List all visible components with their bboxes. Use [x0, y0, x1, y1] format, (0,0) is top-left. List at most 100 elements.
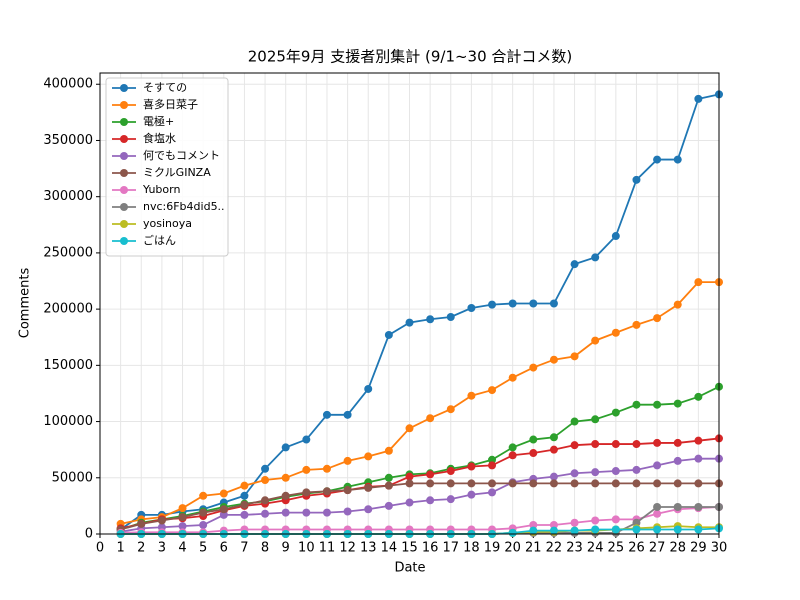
- data-point: [632, 320, 641, 329]
- data-point: [570, 352, 579, 361]
- data-point: [364, 384, 373, 393]
- data-point: [322, 464, 331, 473]
- data-point: [488, 300, 497, 309]
- data-point: [632, 175, 641, 184]
- data-point: [611, 232, 620, 241]
- data-point: [199, 491, 208, 500]
- legend-marker: [120, 220, 128, 228]
- legend-label: Yuborn: [142, 183, 180, 196]
- x-tick-label: 5: [199, 541, 207, 556]
- data-point: [653, 314, 662, 323]
- data-point: [508, 528, 517, 537]
- data-point: [467, 490, 476, 499]
- data-point: [405, 498, 414, 507]
- x-tick-label: 25: [608, 541, 625, 556]
- data-point: [632, 400, 641, 409]
- data-point: [405, 472, 414, 481]
- data-point: [611, 440, 620, 449]
- data-point: [591, 415, 600, 424]
- x-tick-label: 10: [298, 541, 315, 556]
- data-point: [426, 479, 435, 488]
- x-tick-label: 23: [566, 541, 583, 556]
- data-point: [240, 491, 249, 500]
- data-point: [694, 479, 703, 488]
- data-point: [673, 503, 682, 512]
- legend-marker: [120, 237, 128, 245]
- data-point: [384, 481, 393, 490]
- data-point: [364, 452, 373, 461]
- data-point: [302, 435, 311, 444]
- data-point: [632, 518, 641, 527]
- data-point: [591, 516, 600, 525]
- legend-label: 電極+: [143, 114, 174, 128]
- data-point: [240, 481, 249, 490]
- y-tick-label: 50000: [52, 470, 93, 485]
- x-tick-label: 15: [401, 541, 418, 556]
- data-point: [322, 508, 331, 517]
- data-point: [426, 496, 435, 505]
- data-point: [529, 363, 538, 372]
- data-point: [405, 318, 414, 327]
- data-point: [364, 483, 373, 492]
- x-tick-label: 8: [261, 541, 269, 556]
- data-point: [673, 438, 682, 447]
- data-point: [261, 496, 270, 505]
- data-point: [694, 525, 703, 534]
- data-point: [508, 479, 517, 488]
- x-tick-label: 24: [587, 541, 604, 556]
- data-point: [570, 518, 579, 527]
- data-point: [467, 479, 476, 488]
- data-point: [549, 299, 558, 308]
- data-point: [673, 399, 682, 408]
- data-point: [384, 330, 393, 339]
- x-tick-label: 2: [137, 541, 145, 556]
- series-line: [120, 385, 720, 531]
- data-point: [426, 315, 435, 324]
- legend-label: ごはん: [143, 233, 176, 247]
- data-point: [178, 513, 187, 522]
- legend-label: そすての: [143, 81, 187, 94]
- legend-marker: [120, 101, 128, 109]
- data-point: [219, 510, 228, 519]
- data-point: [570, 469, 579, 478]
- data-point: [281, 491, 290, 500]
- data-point: [570, 260, 579, 269]
- data-point: [446, 312, 455, 321]
- data-point: [611, 515, 620, 524]
- data-point: [281, 508, 290, 517]
- y-tick-label: 250000: [43, 245, 93, 260]
- data-point: [281, 473, 290, 482]
- data-point: [508, 443, 517, 452]
- data-point: [529, 299, 538, 308]
- x-tick-label: 0: [96, 541, 104, 556]
- data-point: [653, 155, 662, 164]
- data-point: [549, 479, 558, 488]
- legend-marker: [120, 84, 128, 92]
- data-point: [343, 507, 352, 516]
- data-point: [591, 440, 600, 449]
- y-tick-label: 300000: [43, 189, 93, 204]
- legend-marker: [120, 135, 128, 143]
- legend-label: ミクルGINZA: [143, 166, 211, 179]
- x-axis-label: Date: [394, 561, 425, 576]
- x-tick-label: 3: [158, 541, 166, 556]
- data-point: [570, 441, 579, 450]
- data-point: [549, 355, 558, 364]
- data-point: [384, 501, 393, 510]
- data-point: [653, 509, 662, 518]
- data-point: [549, 472, 558, 481]
- x-tick-label: 12: [339, 541, 356, 556]
- data-point: [343, 456, 352, 465]
- data-point: [694, 94, 703, 103]
- x-tick-label: 7: [240, 541, 248, 556]
- legend-box: [105, 77, 229, 257]
- legend-marker: [120, 203, 128, 211]
- x-tick-label: 6: [220, 541, 228, 556]
- data-point: [219, 505, 228, 514]
- data-point: [611, 328, 620, 337]
- x-tick-label: 9: [282, 541, 290, 556]
- data-point: [302, 465, 311, 474]
- data-point: [157, 516, 166, 525]
- y-tick-label: 350000: [43, 133, 93, 148]
